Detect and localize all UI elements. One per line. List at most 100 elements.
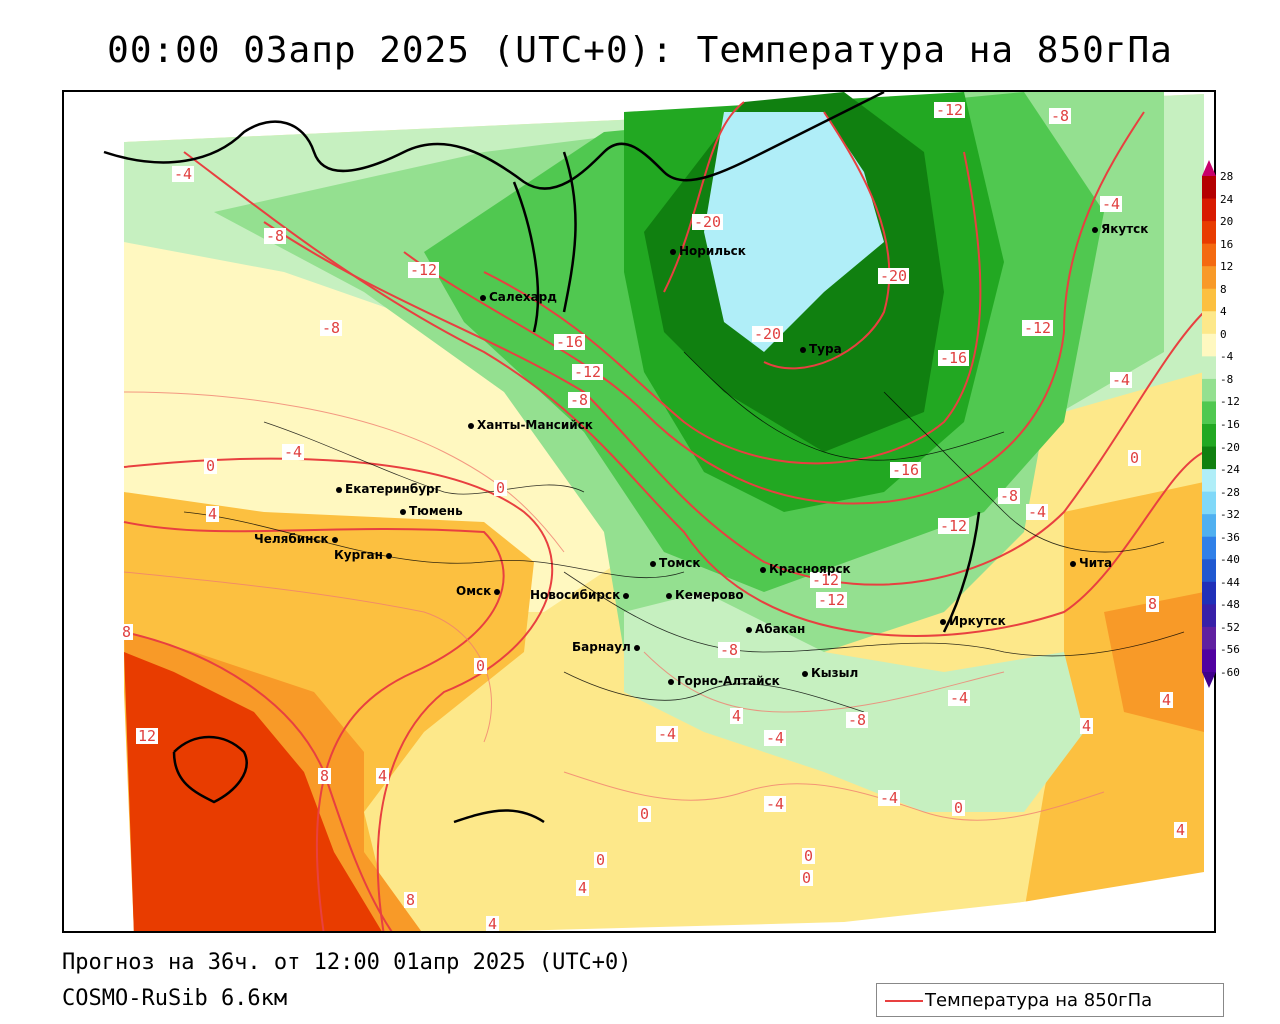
city-kemerovo[interactable]: Кемерово xyxy=(666,588,744,602)
colorbar-segment xyxy=(1202,446,1216,470)
city-salekhard[interactable]: Салехард xyxy=(480,290,557,304)
city-kyzyl[interactable]: Кызыл xyxy=(802,666,858,680)
contour-label: -12 xyxy=(816,591,848,609)
contour-label: -8 xyxy=(1049,107,1072,125)
city-krasnoyarsk[interactable]: Красноярск xyxy=(760,562,851,576)
contour-label: -4 xyxy=(764,795,787,813)
contour-label: 0 xyxy=(638,805,652,823)
contour-label: 4 xyxy=(576,879,590,897)
colorbar-segment xyxy=(1202,356,1216,380)
field-zone-orange-se xyxy=(1024,482,1204,912)
city-norilsk[interactable]: Норильск xyxy=(670,244,746,258)
city-yakutsk[interactable]: Якутск xyxy=(1092,222,1148,236)
city-gorno-altaysk[interactable]: Горно-Алтайск xyxy=(668,674,780,688)
city-label: Кемерово xyxy=(675,588,744,602)
forecast-info: Прогноз на 36ч. от 12:00 01апр 2025 (UTC… xyxy=(62,950,632,975)
city-tura[interactable]: Тура xyxy=(800,342,842,356)
city-label: Кызыл xyxy=(811,666,859,680)
contour-label: -20 xyxy=(752,325,784,343)
boundary-1 xyxy=(263,421,585,495)
city-label: Курган xyxy=(334,548,383,562)
colorbar-tick-label: 24 xyxy=(1220,192,1234,206)
colorbar-segment xyxy=(1202,221,1216,245)
contour-label: 8 xyxy=(404,891,418,909)
contour-label: -12 xyxy=(938,517,970,535)
colorbar-tick-label: -48 xyxy=(1220,598,1240,612)
contour-label: -4 xyxy=(948,689,971,707)
city-omsk[interactable]: Омск xyxy=(456,584,501,598)
city-label: Норильск xyxy=(679,244,746,258)
contour-label: 0 xyxy=(474,657,488,675)
city-chelyabinsk[interactable]: Челябинск xyxy=(254,532,338,546)
contour-minus16 xyxy=(483,151,982,465)
city-kurgan[interactable]: Курган xyxy=(334,548,392,562)
contour-thin-4 xyxy=(643,651,1005,713)
coastline xyxy=(103,92,981,824)
city-khanty-mansiysk[interactable]: Ханты-Мансийск xyxy=(468,418,593,432)
city-label: Горно-Алтайск xyxy=(677,674,780,688)
forecast-map[interactable]: -12 -8 -4 -8 -12 -8 -20 -20 -20 -16 -12 … xyxy=(62,90,1216,933)
city-barnaul[interactable]: Барнаул xyxy=(572,640,640,654)
contour-label: -20 xyxy=(692,213,724,231)
colorbar-tick-label: -40 xyxy=(1220,553,1240,567)
city-tomsk[interactable]: Томск xyxy=(650,556,701,570)
city-dot-icon xyxy=(468,422,474,429)
city-dot-icon xyxy=(633,644,640,651)
colorbar-tick-label: -56 xyxy=(1220,643,1240,657)
contour-label: -4 xyxy=(282,443,305,461)
city-tyumen[interactable]: Тюмень xyxy=(400,504,463,518)
colorbar-tick-label: 4 xyxy=(1220,305,1227,319)
colorbar-bottom-arrow xyxy=(1202,672,1216,688)
colorbar-segment xyxy=(1202,198,1216,222)
contour-minus12 xyxy=(403,111,1145,505)
colorbar-tick-label: -24 xyxy=(1220,463,1240,477)
city-chita[interactable]: Чита xyxy=(1070,556,1112,570)
city-label: Новосибирск xyxy=(530,588,621,602)
contour-thin-1 xyxy=(123,391,565,553)
city-abakan[interactable]: Абакан xyxy=(746,622,805,636)
contour-label: 0 xyxy=(802,847,816,865)
city-dot-icon xyxy=(400,508,406,515)
city-dot-icon xyxy=(494,588,501,595)
contour-label: -4 xyxy=(764,729,787,747)
baikal-outline xyxy=(942,511,981,633)
city-dot-icon xyxy=(800,346,806,353)
colorbar-tick-label: -20 xyxy=(1220,440,1240,454)
city-irkutsk[interactable]: Иркутск xyxy=(940,614,1006,628)
contour-label: 4 xyxy=(1160,691,1174,709)
colorbar-tick-label: -52 xyxy=(1220,620,1240,634)
colorbar-segment xyxy=(1202,536,1216,560)
city-dot-icon xyxy=(650,560,656,567)
city-dot-icon xyxy=(1092,226,1098,233)
colorbar-segment xyxy=(1202,333,1216,357)
contour-label: 0 xyxy=(494,479,508,497)
city-dot-icon xyxy=(1070,560,1076,567)
city-dot-icon xyxy=(623,592,630,599)
city-dot-icon xyxy=(802,670,808,677)
contour-label: -4 xyxy=(878,789,901,807)
legend-line-swatch xyxy=(885,1000,923,1002)
contour-label: -12 xyxy=(934,101,966,119)
city-dot-icon xyxy=(760,566,766,573)
city-dot-icon xyxy=(746,626,752,633)
city-dot-icon xyxy=(480,294,486,301)
contour-label: 0 xyxy=(204,457,218,475)
field-zone-cyan xyxy=(704,112,884,352)
city-novosibirsk[interactable]: Новосибирск xyxy=(530,588,630,602)
contour-label: 4 xyxy=(206,505,220,523)
city-label: Тура xyxy=(809,342,842,356)
contour-label: -4 xyxy=(656,725,679,743)
contour-label: -8 xyxy=(998,487,1021,505)
city-dot-icon xyxy=(666,592,672,599)
colorbar-segment xyxy=(1202,424,1216,448)
city-yekaterinburg[interactable]: Екатеринбург xyxy=(336,482,441,496)
colorbar-tick-label: -8 xyxy=(1220,372,1234,386)
boundary-2 xyxy=(183,511,685,579)
colorbar-segment xyxy=(1202,604,1216,628)
temperature-field xyxy=(64,92,1214,931)
boundary-6 xyxy=(563,671,865,713)
colorbar-segment xyxy=(1202,288,1216,312)
city-label: Барнаул xyxy=(572,640,631,654)
colorbar-tick-label: -32 xyxy=(1220,508,1240,522)
colorbar-tick-label: 8 xyxy=(1220,282,1227,296)
